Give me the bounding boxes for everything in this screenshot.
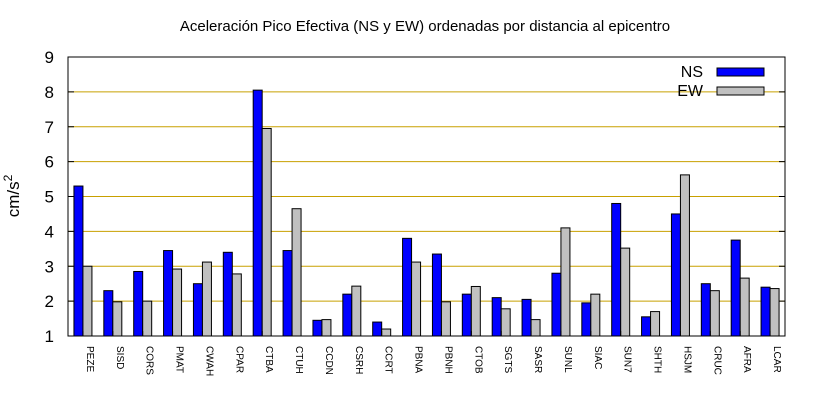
bar-ns-sisd [103, 290, 114, 337]
bar-ns-lcar [760, 286, 771, 337]
bar-ew-ctuh [291, 208, 302, 337]
bar-ns-ctob [461, 293, 472, 337]
bar-ns-cpar [222, 251, 233, 337]
x-tick-label: PBNA [413, 346, 424, 374]
bar-ns-cruc [700, 283, 711, 337]
bar-ew-sun7 [620, 247, 631, 337]
bar-ew-cpar [231, 273, 242, 337]
bar-ns-cors [133, 270, 144, 337]
x-tick-label: SISD [114, 346, 125, 369]
x-tick-label: CCDN [323, 346, 334, 375]
x-tick-label: CSRH [353, 346, 364, 374]
x-tick-label: CRUC [711, 346, 722, 375]
y-axis-label: cm/s2 [1, 174, 23, 217]
y-axis-ticks: 1 2 3 4 5 6 7 8 9 [45, 48, 785, 346]
x-tick-label: CCRT [383, 346, 394, 374]
bar-ns-sasr [521, 298, 532, 337]
bar-ew-csrh [351, 285, 362, 337]
y-tick-label: 5 [45, 188, 54, 207]
bar-ns-afra [730, 239, 741, 337]
x-tick-label: SHTH [652, 346, 663, 373]
x-tick-label: CTOB [472, 346, 483, 374]
y-tick-label: 4 [45, 222, 54, 241]
bar-ew-cors [142, 300, 153, 337]
x-tick-label: AFRA [741, 346, 752, 373]
bar-ns-ctba [252, 89, 263, 337]
y-tick-label: 9 [45, 48, 54, 67]
x-tick-label: PBNH [442, 346, 453, 374]
x-tick-label: CWAH [203, 346, 214, 376]
x-tick-label: LCAR [771, 346, 782, 373]
bar-ew-lcar [769, 288, 780, 337]
bar-ew-pbnh [440, 301, 451, 337]
bar-ew-ctba [261, 127, 272, 337]
chart-title: Aceleración Pico Efectiva (NS y EW) orde… [180, 18, 670, 35]
bar-ns-hsjm [670, 213, 681, 337]
x-tick-label: CTUH [293, 346, 304, 374]
legend-swatch-ns [716, 67, 765, 77]
bar-ew-ccdn [321, 319, 332, 337]
y-axis-label-base: cm/s [4, 181, 23, 217]
bar-ew-ccrt [381, 328, 392, 337]
y-tick-label: 3 [45, 257, 54, 276]
legend: NS EW [677, 64, 765, 100]
bar-ns-sun7 [611, 202, 622, 337]
bar-ns-siac [581, 302, 592, 337]
bar-ns-sgts [491, 297, 502, 337]
bar-ew-pmat [172, 268, 183, 337]
x-tick-label: HSJM [681, 346, 692, 373]
bar-ew-sasr [530, 319, 541, 337]
bar-ew-siac [590, 293, 601, 337]
y-axis-label-exponent: 2 [1, 174, 15, 181]
bar-ns-shth [641, 316, 652, 337]
x-axis-ticks: PEZE SISD CORS PMAT CWAH CPAR CTBA CTUH CCDN CSRH… [82, 331, 782, 376]
y-tick-label: 2 [45, 292, 54, 311]
bars [73, 89, 780, 337]
y-tick-label: 1 [45, 327, 54, 346]
bar-ns-csrh [342, 293, 353, 337]
bar-ew-pbna [411, 261, 422, 337]
bar-ns-sunl [551, 272, 562, 337]
x-tick-label: SUNL [562, 346, 573, 373]
bar-ns-peze [73, 185, 84, 337]
y-tick-label: 7 [45, 118, 54, 137]
bar-ew-afra [739, 277, 750, 337]
x-tick-label: CPAR [233, 346, 244, 373]
bar-ew-sisd [112, 301, 123, 337]
bar-ns-pmat [163, 250, 174, 337]
x-tick-label: PEZE [84, 346, 95, 372]
y-tick-label: 6 [45, 153, 54, 172]
x-tick-label: CTBA [263, 346, 274, 373]
bar-ns-ctuh [282, 250, 293, 337]
bar-ns-ccrt [372, 321, 383, 337]
bar-ns-ccdn [312, 319, 323, 337]
bar-ew-peze [82, 265, 93, 337]
legend-label-ns: NS [681, 64, 703, 81]
bar-ew-sunl [560, 227, 571, 337]
bar-ew-cwah [201, 261, 212, 337]
bar-ew-hsjm [679, 174, 690, 337]
x-tick-label: SASR [532, 346, 543, 373]
legend-label-ew: EW [677, 83, 704, 100]
bar-ns-pbna [402, 237, 413, 337]
x-tick-label: SGTS [502, 346, 513, 374]
y-tick-label: 8 [45, 83, 54, 102]
x-tick-label: CORS [144, 346, 155, 375]
bar-ns-cwah [192, 283, 203, 337]
bar-ew-cruc [709, 290, 720, 337]
bar-ew-sgts [500, 308, 511, 337]
x-tick-label: SIAC [592, 346, 603, 369]
bar-ew-shth [650, 311, 661, 337]
grid-lines [68, 91, 785, 302]
x-tick-label: SUN7 [622, 346, 633, 373]
x-tick-label: PMAT [174, 346, 185, 373]
bar-ew-ctob [470, 285, 481, 337]
legend-swatch-ew [716, 86, 765, 96]
bar-ns-pbnh [431, 253, 442, 337]
